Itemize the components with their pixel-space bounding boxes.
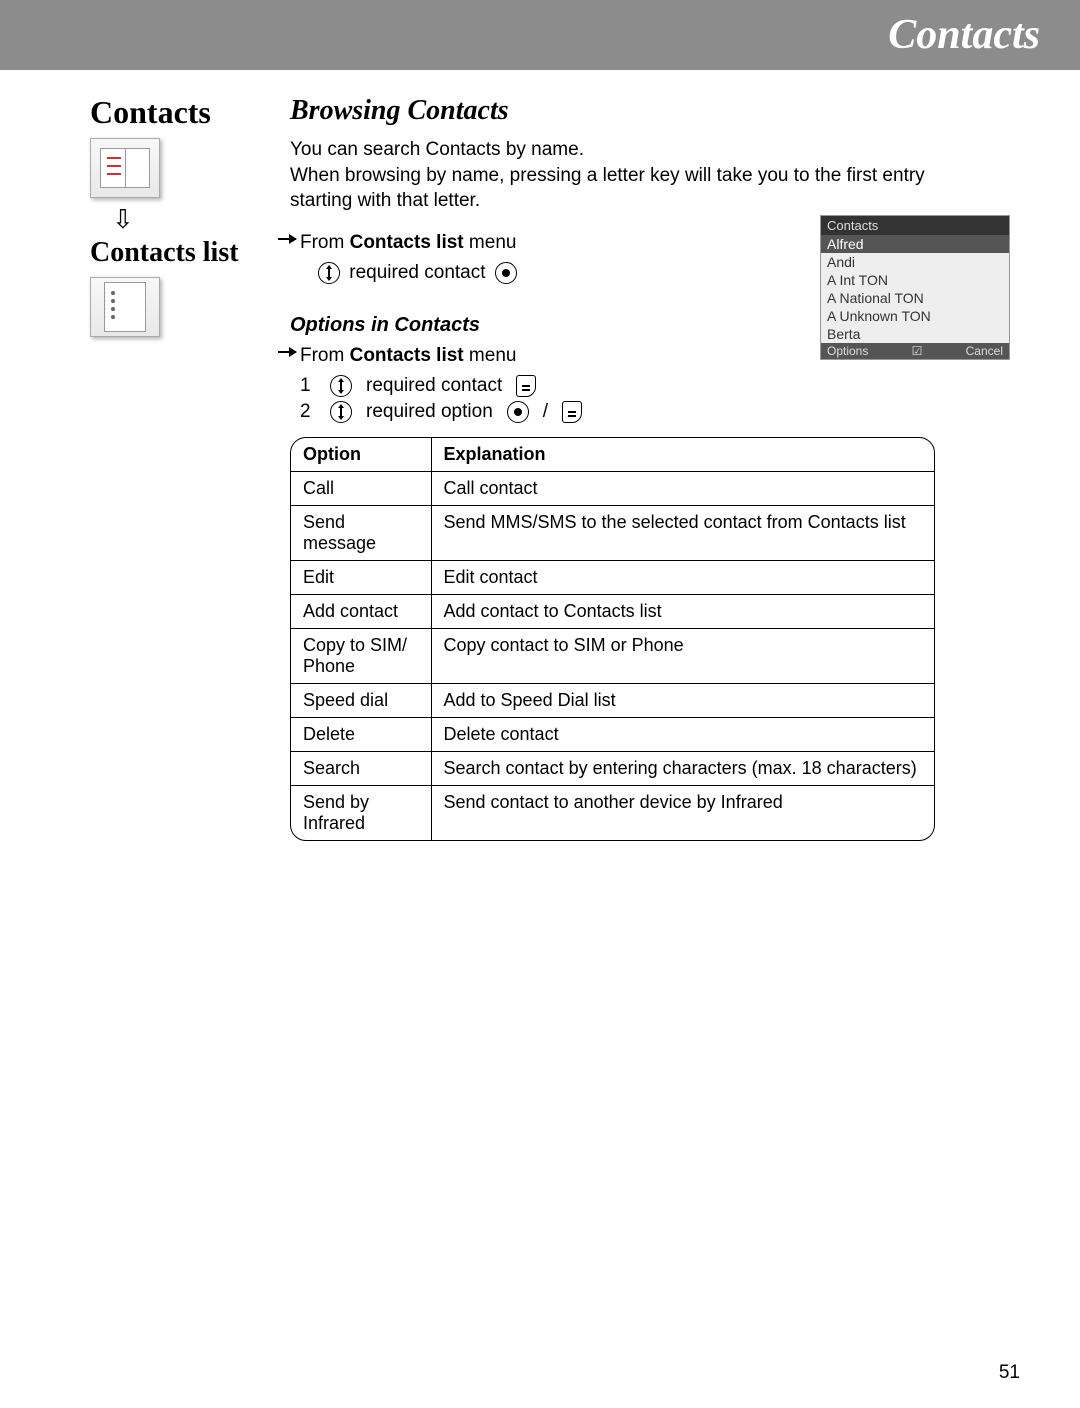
table-row: CallCall contact bbox=[291, 471, 934, 505]
arrow-lead-icon bbox=[272, 232, 296, 246]
nav-updown-icon bbox=[330, 401, 352, 423]
step-number: 1 bbox=[300, 375, 316, 397]
exp-cell: Edit contact bbox=[431, 560, 934, 594]
exp-cell: Add to Speed Dial list bbox=[431, 683, 934, 717]
numbered-step-2: 2 required option / bbox=[300, 401, 1020, 423]
nav-updown-icon bbox=[318, 262, 340, 284]
sidebar-subtitle: Contacts list bbox=[90, 238, 260, 269]
opt-cell: Delete bbox=[291, 717, 431, 751]
main-content: Browsing Contacts You can search Contact… bbox=[290, 95, 1020, 841]
from-suffix: menu bbox=[464, 232, 517, 253]
exp-cell: Delete contact bbox=[431, 717, 934, 751]
from-bold: Contacts list bbox=[350, 345, 464, 366]
step-text: required contact bbox=[349, 262, 491, 283]
opt-cell: Add contact bbox=[291, 594, 431, 628]
table-row: Send by InfraredSend contact to another … bbox=[291, 785, 934, 840]
phone-row: Andi bbox=[821, 253, 1009, 271]
exp-cell: Search contact by entering characters (m… bbox=[431, 751, 934, 785]
arrow-lead-icon bbox=[272, 345, 296, 359]
exp-cell: Copy contact to SIM or Phone bbox=[431, 628, 934, 683]
header-title: Contacts bbox=[888, 11, 1040, 59]
exp-cell: Send contact to another device by Infrar… bbox=[431, 785, 934, 840]
table-head-option: Option bbox=[291, 438, 431, 472]
table-row: Speed dialAdd to Speed Dial list bbox=[291, 683, 934, 717]
table-row: Add contactAdd contact to Contacts list bbox=[291, 594, 934, 628]
phone-row: A Unknown TON bbox=[821, 307, 1009, 325]
softkey-icon bbox=[562, 401, 582, 423]
softkey-icon bbox=[516, 375, 536, 397]
table-row: Send messageSend MMS/SMS to the selected… bbox=[291, 505, 934, 560]
opt-cell: Send by Infrared bbox=[291, 785, 431, 840]
opt-cell: Send message bbox=[291, 505, 431, 560]
table-header-row: Option Explanation bbox=[291, 438, 934, 472]
from-line-2: From Contacts list menu bbox=[300, 345, 1020, 367]
table-head-explanation: Explanation bbox=[431, 438, 934, 472]
options-table: Option Explanation CallCall contact Send… bbox=[290, 437, 935, 841]
from-suffix: menu bbox=[464, 345, 517, 366]
page-number: 51 bbox=[999, 1362, 1020, 1384]
slash-text: / bbox=[543, 401, 548, 423]
step-text: required option bbox=[366, 401, 493, 423]
exp-cell: Call contact bbox=[431, 471, 934, 505]
opt-cell: Search bbox=[291, 751, 431, 785]
table-row: SearchSearch contact by entering charact… bbox=[291, 751, 934, 785]
opt-cell: Edit bbox=[291, 560, 431, 594]
opt-cell: Speed dial bbox=[291, 683, 431, 717]
from-prefix: From bbox=[300, 345, 350, 366]
phone-row: A National TON bbox=[821, 289, 1009, 307]
header-bar: Contacts bbox=[0, 0, 1080, 70]
intro-line-1: You can search Contacts by name. bbox=[290, 139, 584, 160]
intro-line-2: When browsing by name, pressing a letter… bbox=[290, 165, 925, 212]
select-center-icon bbox=[495, 262, 517, 284]
nav-updown-icon bbox=[330, 375, 352, 397]
table-row: Copy to SIM/ PhoneCopy contact to SIM or… bbox=[291, 628, 934, 683]
phone-selected-row: Alfred bbox=[821, 235, 1009, 253]
exp-cell: Add contact to Contacts list bbox=[431, 594, 934, 628]
select-center-icon bbox=[507, 401, 529, 423]
step-text: required contact bbox=[366, 375, 502, 397]
sidebar: Contacts ⇩ Contacts list bbox=[90, 95, 260, 841]
from-prefix: From bbox=[300, 232, 350, 253]
phone-row: Berta bbox=[821, 325, 1009, 343]
exp-cell: Send MMS/SMS to the selected contact fro… bbox=[431, 505, 934, 560]
numbered-step-1: 1 required contact bbox=[300, 375, 1020, 397]
contacts-list-icon bbox=[90, 277, 160, 337]
contacts-book-icon bbox=[90, 138, 160, 198]
section-heading: Browsing Contacts bbox=[290, 95, 1020, 127]
phone-title: Contacts bbox=[821, 216, 1009, 235]
from-bold: Contacts list bbox=[350, 232, 464, 253]
down-arrow-icon: ⇩ bbox=[112, 206, 260, 232]
table-row: DeleteDelete contact bbox=[291, 717, 934, 751]
phone-row: A Int TON bbox=[821, 271, 1009, 289]
opt-cell: Copy to SIM/ Phone bbox=[291, 628, 431, 683]
intro-text: You can search Contacts by name. When br… bbox=[290, 137, 930, 214]
opt-cell: Call bbox=[291, 471, 431, 505]
phone-screenshot: Contacts Alfred Andi A Int TON A Nationa… bbox=[820, 215, 1010, 360]
step-number: 2 bbox=[300, 401, 316, 423]
table-row: EditEdit contact bbox=[291, 560, 934, 594]
sidebar-title: Contacts bbox=[90, 95, 260, 130]
